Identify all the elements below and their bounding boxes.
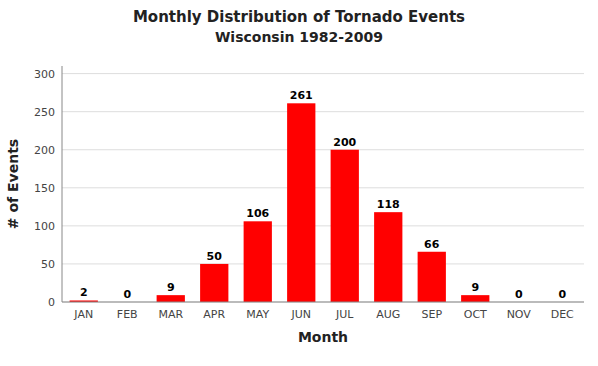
data-label: 50 bbox=[207, 250, 223, 263]
y-tick-label: 50 bbox=[41, 258, 55, 271]
data-label: 0 bbox=[515, 288, 523, 301]
y-axis-line bbox=[62, 66, 63, 302]
title: Monthly Distribution of Tornado Events bbox=[133, 8, 465, 26]
x-tick-label: AUG bbox=[376, 308, 400, 321]
x-tick-label: APR bbox=[203, 308, 225, 321]
x-tick-label: JUL bbox=[335, 308, 354, 321]
x-tick-label: SEP bbox=[421, 308, 442, 321]
bar bbox=[200, 264, 228, 302]
grid-line bbox=[62, 187, 584, 188]
bar bbox=[418, 252, 446, 302]
x-tick-label: FEB bbox=[117, 308, 138, 321]
x-tick-label: JUN bbox=[290, 308, 311, 321]
data-label: 261 bbox=[290, 89, 313, 102]
x-tick-label: MAY bbox=[246, 308, 269, 321]
data-label: 66 bbox=[424, 238, 440, 251]
y-tick-label: 250 bbox=[34, 106, 55, 119]
x-axis-line bbox=[62, 302, 584, 303]
subtitle: Wisconsin 1982-2009 bbox=[215, 29, 383, 45]
bars bbox=[70, 103, 490, 302]
data-label: 2 bbox=[80, 286, 88, 299]
data-labels: 2 0 9 50 106 261 200 118 66 9 0 0 bbox=[80, 89, 567, 301]
y-tick-label: 100 bbox=[34, 220, 55, 233]
data-label: 118 bbox=[377, 198, 400, 211]
grid-line bbox=[62, 111, 584, 112]
x-tick-label: NOV bbox=[507, 308, 532, 321]
x-tick-label: MAR bbox=[158, 308, 183, 321]
grid-line bbox=[62, 73, 584, 74]
data-label: 0 bbox=[123, 288, 131, 301]
data-label: 0 bbox=[558, 288, 566, 301]
bar bbox=[461, 295, 489, 302]
grid bbox=[62, 74, 584, 302]
x-tick-label: DEC bbox=[551, 308, 574, 321]
chart-svg: Monthly Distribution of Tornado Events Wi… bbox=[0, 0, 598, 366]
y-tick-label: 200 bbox=[34, 144, 55, 157]
data-label: 200 bbox=[333, 136, 356, 149]
data-label: 9 bbox=[167, 281, 175, 294]
y-tick-label: 300 bbox=[34, 68, 55, 81]
bar bbox=[157, 295, 185, 302]
grid-line bbox=[62, 225, 584, 226]
grid-line bbox=[62, 149, 584, 150]
grid-line bbox=[62, 302, 584, 303]
bar bbox=[374, 212, 402, 302]
bar bbox=[287, 103, 315, 302]
x-axis-label: Month bbox=[298, 329, 348, 345]
x-tick-label: OCT bbox=[464, 308, 487, 321]
chart-container: Monthly Distribution of Tornado Events Wi… bbox=[0, 0, 598, 366]
bar bbox=[244, 221, 272, 302]
x-tick-label: JAN bbox=[73, 308, 93, 321]
grid-line bbox=[62, 263, 584, 264]
y-axis-label: # of Events bbox=[5, 139, 21, 229]
bar bbox=[331, 150, 359, 302]
y-tick-label: 0 bbox=[48, 296, 55, 309]
data-label: 106 bbox=[246, 207, 269, 220]
data-label: 9 bbox=[471, 281, 479, 294]
y-tick-label: 150 bbox=[34, 182, 55, 195]
